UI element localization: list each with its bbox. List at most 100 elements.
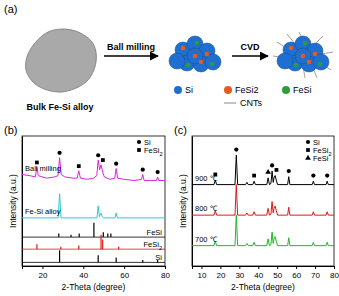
x-axis-title: 2-Theta (degree) (62, 282, 126, 292)
inclusion (205, 52, 210, 57)
inclusion (193, 54, 198, 59)
series-labels: 900 ℃800 ℃700 ℃ (195, 174, 218, 244)
x-tick: 50 (273, 266, 282, 280)
inclusion (301, 54, 306, 59)
reference-stick (102, 240, 103, 250)
xrd-pattern (192, 215, 334, 246)
inclusion (199, 60, 204, 65)
x-tick-label: 80 (330, 271, 339, 280)
plot-frame (22, 136, 165, 266)
x-tick-mark (124, 266, 125, 269)
reference-stick (93, 223, 94, 237)
peak-marker (96, 153, 100, 157)
legend-label: CNTs (240, 98, 262, 108)
x-tick: 80 (330, 266, 339, 280)
legend-symbol (137, 148, 141, 152)
peak-marker (141, 168, 145, 172)
inclusion (181, 46, 186, 51)
series-label: 800 ℃ (195, 204, 218, 213)
inclusion (186, 63, 191, 68)
y-axis-line (192, 137, 193, 267)
x-tick-label: 70 (311, 271, 320, 280)
legend-label: FeSi (293, 85, 312, 95)
x-tick: 20 (38, 266, 47, 280)
panel-label: (b) (4, 124, 17, 136)
plot-marks (22, 158, 165, 263)
reference-stick (36, 244, 37, 249)
subscript: 2 (328, 151, 331, 157)
legend-label: FeSi2 (144, 146, 163, 157)
figure: (a)Bulk Fe-Si alloyBall millingCVDSiFeSi… (0, 0, 339, 296)
cnt-legend-line (224, 103, 236, 104)
legend-dot (282, 86, 290, 94)
peak-marker (265, 169, 271, 174)
x-tick-label: 50 (273, 271, 282, 280)
x-tick-mark (83, 266, 84, 269)
si-particle (187, 48, 203, 64)
xrd-pattern (192, 185, 334, 216)
legend-symbol (306, 140, 310, 144)
panel-a: (a)Bulk Fe-Si alloyBall millingCVDSiFeSi… (4, 3, 333, 112)
reference-stick (60, 247, 61, 249)
x-tick-label: 60 (120, 271, 129, 280)
peak-marker (275, 168, 279, 172)
reference-stick (100, 235, 101, 249)
x-tick: 40 (79, 266, 88, 280)
reference-stick (70, 235, 71, 237)
si-particle (277, 53, 293, 69)
series-label: Si (155, 253, 162, 262)
inclusion (318, 62, 323, 67)
peak-marker (213, 173, 217, 177)
series-label: Ball milling (25, 164, 61, 173)
legend: SiFeSi2FeSi (305, 138, 331, 163)
x-tick-label: 80 (161, 271, 170, 280)
step-label: Ball milling (107, 42, 155, 52)
legend-symbol (306, 148, 310, 152)
legend-symbol (305, 155, 311, 160)
x-axis: 20 40 60 80 (23, 266, 171, 280)
bulk-alloy (26, 29, 97, 92)
series-label: Fe-Si alloy (25, 207, 61, 216)
x-tick: 70 (311, 266, 320, 280)
legend-label: FeSi (313, 154, 329, 163)
x-tick-mark (239, 266, 240, 269)
x-tick-mark (42, 266, 43, 269)
series-label: FeSi2 (143, 240, 162, 251)
arrow (104, 55, 158, 57)
peak-marker (252, 174, 256, 178)
inclusion (210, 62, 215, 67)
si-particle (295, 48, 311, 64)
peak-marker (270, 163, 274, 167)
x-tick-mark (165, 266, 166, 269)
legend-dot (174, 86, 182, 94)
reference-stick (142, 260, 143, 262)
x-tick-label: 20 (216, 271, 225, 280)
peak-marker (156, 170, 160, 174)
x-axis-line (23, 267, 166, 270)
peak-markers (35, 151, 160, 174)
peak-marker (35, 161, 39, 165)
x-tick-label: 10 (198, 271, 207, 280)
reference-baseline (22, 262, 165, 263)
text-part: FeSi (143, 240, 159, 249)
x-tick: 20 (216, 266, 225, 280)
x-axis-title: 2-Theta (degree) (231, 282, 295, 292)
y-axis-title: Intensity (a.u.) (8, 174, 18, 228)
y-axis-line (22, 137, 23, 267)
legend-symbol (137, 140, 141, 144)
peak-markers (213, 147, 329, 177)
bulk-label: Bulk Fe-Si alloy (26, 102, 93, 112)
reference-stick (116, 258, 117, 263)
xrd-chart: (b) 20 40 60 80 2-Theta (degree) Intensity (a.… (4, 124, 170, 292)
si-particle (205, 54, 221, 70)
x-tick-mark (334, 266, 335, 269)
y-axis (192, 137, 193, 267)
inclusion (313, 52, 318, 57)
legend-label: FeSi2 (235, 85, 259, 95)
reference-stick (59, 250, 60, 262)
reference-stick (58, 234, 59, 238)
inclusion (307, 60, 312, 65)
inclusion (195, 41, 200, 46)
x-axis: 1020304050607080 (193, 266, 339, 280)
reference-stick (79, 234, 80, 238)
